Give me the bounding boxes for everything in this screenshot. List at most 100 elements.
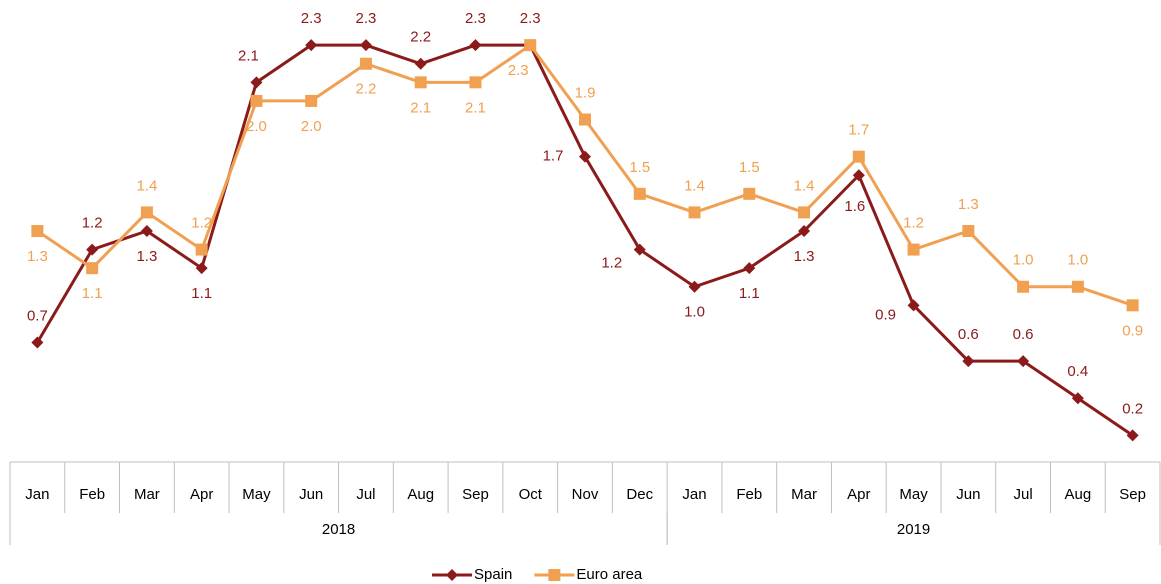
data-label: 0.7 — [27, 307, 48, 324]
data-point — [469, 39, 482, 52]
data-label: 1.0 — [1013, 252, 1034, 269]
data-label: 0.6 — [1013, 326, 1034, 343]
data-point — [1071, 392, 1084, 405]
data-point — [140, 225, 153, 237]
data-label: 2.1 — [410, 99, 431, 116]
data-label: 2.3 — [301, 10, 322, 27]
legend-marker — [446, 569, 458, 581]
data-label: 2.1 — [465, 99, 486, 116]
data-label: 1.5 — [629, 159, 650, 176]
data-point — [907, 243, 920, 256]
data-label: 1.1 — [82, 285, 103, 302]
data-point — [359, 57, 372, 70]
data-label: 1.3 — [794, 248, 815, 265]
data-label: 2.3 — [520, 10, 541, 27]
x-tick-label: Apr — [847, 486, 870, 503]
legend-label: Spain — [474, 566, 512, 583]
data-label: 1.0 — [684, 304, 705, 321]
data-label: 1.3 — [958, 196, 979, 213]
data-label: 1.4 — [794, 177, 815, 194]
data-point — [31, 336, 44, 349]
data-point — [852, 150, 865, 163]
data-label: 1.6 — [844, 198, 865, 215]
x-tick-label: Dec — [626, 486, 653, 503]
data-point — [1071, 280, 1084, 293]
x-tick-label: Feb — [736, 486, 762, 503]
legend-label: Euro area — [576, 566, 643, 583]
data-label: 1.9 — [575, 84, 596, 101]
x-tick-label: Aug — [1065, 486, 1092, 503]
data-point — [250, 76, 263, 89]
data-label: 1.7 — [848, 122, 869, 139]
x-tick-label: Jun — [299, 486, 323, 503]
data-label: 1.1 — [739, 285, 760, 302]
x-tick-label: Jun — [956, 486, 980, 503]
data-point — [1017, 280, 1030, 293]
data-point — [86, 262, 99, 275]
data-point — [31, 225, 44, 237]
data-point — [195, 243, 208, 256]
data-label: 1.2 — [903, 215, 924, 232]
data-point — [305, 94, 318, 107]
data-label: 1.7 — [543, 148, 564, 165]
data-label: 0.2 — [1122, 400, 1143, 417]
data-label: 2.2 — [410, 29, 431, 46]
data-point — [359, 39, 372, 52]
data-point — [140, 206, 153, 219]
data-label: 0.4 — [1067, 363, 1088, 380]
data-point — [579, 113, 591, 126]
x-tick-label: Jan — [25, 486, 49, 503]
data-label: 2.3 — [508, 62, 529, 79]
data-point — [1126, 429, 1139, 442]
data-point — [579, 150, 591, 163]
x-tick-label: Nov — [572, 486, 599, 503]
data-label: 2.1 — [238, 47, 259, 64]
data-point — [688, 280, 701, 293]
data-label: 1.2 — [191, 215, 212, 232]
data-point — [688, 206, 701, 219]
x-tick-label: Feb — [79, 486, 105, 503]
data-label: 1.3 — [136, 248, 157, 265]
x-tick-label: May — [242, 486, 271, 503]
data-point — [743, 262, 756, 275]
data-point — [1126, 299, 1139, 312]
data-label: 1.4 — [684, 177, 705, 194]
data-label: 2.0 — [301, 118, 322, 135]
data-label: 1.4 — [136, 177, 157, 194]
data-label: 0.9 — [875, 306, 896, 323]
data-point — [633, 187, 646, 200]
series-line — [36, 43, 1134, 437]
data-label: 2.3 — [356, 10, 377, 27]
x-tick-label: Sep — [462, 486, 489, 503]
x-tick-label: Apr — [190, 486, 213, 503]
data-point — [305, 39, 318, 52]
data-point — [524, 39, 537, 52]
data-label: 2.3 — [465, 10, 486, 27]
legend-marker — [548, 569, 561, 581]
data-point — [414, 57, 427, 70]
data-point — [633, 243, 646, 256]
data-point — [852, 169, 865, 182]
x-tick-label: Aug — [407, 486, 434, 503]
group-label: 2018 — [322, 521, 355, 538]
x-tick-label: Jul — [356, 486, 375, 503]
data-label: 1.5 — [739, 159, 760, 176]
data-label: 0.6 — [958, 326, 979, 343]
data-label: 1.1 — [191, 285, 212, 302]
x-tick-label: Sep — [1119, 486, 1146, 503]
data-point — [962, 225, 975, 237]
data-label: 1.3 — [27, 248, 48, 265]
data-point — [907, 299, 920, 312]
data-label: 2.0 — [246, 118, 267, 135]
data-point — [250, 94, 263, 107]
data-label: 0.9 — [1122, 322, 1143, 339]
data-point — [195, 262, 208, 275]
x-tick-label: Jul — [1014, 486, 1033, 503]
data-label: 1.2 — [82, 215, 103, 232]
group-label: 2019 — [897, 521, 930, 538]
data-point — [469, 76, 482, 89]
x-tick-label: Mar — [791, 486, 817, 503]
data-point — [962, 355, 975, 368]
x-tick-label: Jan — [682, 486, 706, 503]
